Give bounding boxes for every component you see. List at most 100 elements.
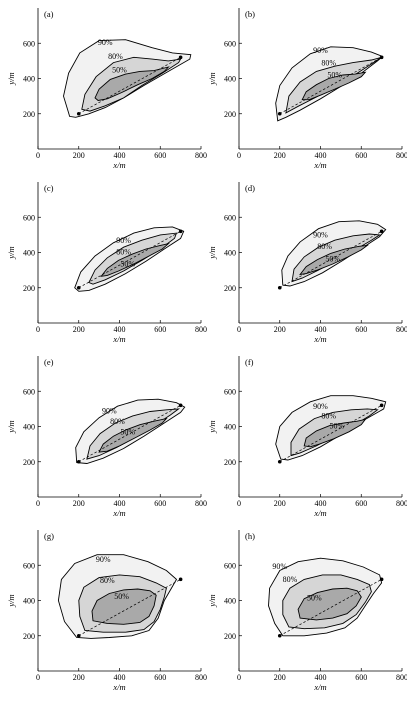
contour-label: 50%	[327, 71, 342, 80]
contour-label: 90%	[313, 46, 328, 55]
contour-label: 90%	[98, 38, 113, 47]
x-tick-label: 400	[114, 673, 126, 682]
y-tick-label: 600	[23, 561, 35, 570]
x-tick-label: 0	[237, 151, 241, 160]
x-tick-label: 0	[36, 673, 40, 682]
start-point-marker	[76, 459, 81, 464]
chart-panel: 90% 80% 50% 0 200 400 600 800 200 400 600 x/m y/m (h)	[207, 530, 407, 692]
x-tick-label: 0	[36, 499, 40, 508]
start-point-marker	[277, 459, 282, 464]
x-tick-label: 800	[195, 151, 207, 160]
plot-area	[268, 557, 384, 638]
panel-label: (a)	[44, 9, 54, 19]
start-point-marker	[277, 111, 282, 116]
contour-label: 50%	[325, 254, 340, 263]
x-tick-label: 200	[73, 325, 85, 334]
x-tick-label: 200	[73, 499, 85, 508]
contour-label: 90%	[116, 236, 131, 245]
x-tick-label: 800	[195, 325, 207, 334]
x-axis-title: x/m	[112, 334, 125, 344]
x-axis-title: x/m	[112, 508, 125, 518]
contour-label: 80%	[110, 417, 125, 426]
end-point-marker	[178, 577, 183, 582]
y-axis-title: y/m	[6, 594, 16, 607]
panel-label: (g)	[44, 531, 54, 541]
contour-region-50	[297, 587, 362, 621]
y-tick-label: 400	[23, 597, 35, 606]
y-tick-label: 400	[23, 423, 35, 432]
x-tick-label: 200	[73, 673, 85, 682]
x-tick-label: 600	[355, 673, 367, 682]
y-tick-label: 200	[23, 458, 35, 467]
contour-label: 80%	[317, 242, 332, 251]
chart-panel: 90% 80% 50% 0 200 400 600 800 200 400 600 x/m y/m (a)	[6, 8, 207, 170]
end-point-marker	[178, 229, 183, 234]
start-point-marker	[76, 285, 81, 290]
end-point-marker	[178, 403, 183, 408]
y-tick-label: 600	[23, 213, 35, 222]
plot-area	[57, 554, 183, 639]
panel-label: (b)	[245, 9, 255, 19]
plot-area	[63, 39, 192, 118]
y-tick-label: 600	[23, 39, 35, 48]
start-point-marker	[76, 633, 81, 638]
y-tick-label: 400	[224, 75, 236, 84]
contour-label: 80%	[108, 52, 123, 61]
plot-area	[74, 226, 185, 292]
contour-label: 90%	[96, 555, 111, 564]
path-line	[279, 231, 382, 289]
contour-label: 90%	[272, 562, 287, 571]
y-tick-label: 600	[224, 39, 236, 48]
y-tick-label: 400	[224, 249, 236, 258]
y-axis-title: y/m	[207, 72, 217, 85]
y-tick-label: 400	[224, 597, 236, 606]
x-tick-label: 400	[114, 151, 126, 160]
panel-label: (f)	[245, 357, 254, 367]
y-axis-title: y/m	[207, 420, 217, 433]
contour-label: 90%	[313, 402, 328, 411]
chart-panel: 90% 80% 50% 0 200 400 600 800 200 400 600 x/m y/m (g)	[6, 530, 207, 692]
x-tick-label: 0	[237, 499, 241, 508]
contour-label: 50%	[120, 260, 135, 269]
y-axis-title: y/m	[207, 594, 217, 607]
path-line	[279, 57, 382, 115]
x-tick-label: 600	[154, 673, 166, 682]
x-tick-label: 200	[73, 151, 85, 160]
y-axis-title: y/m	[207, 246, 217, 259]
y-tick-label: 200	[224, 632, 236, 641]
contour-label: 80%	[321, 412, 336, 421]
x-tick-label: 0	[237, 673, 241, 682]
contour-region-50	[94, 66, 170, 101]
path-line	[78, 231, 181, 289]
plot-area	[277, 220, 387, 290]
contour-region-50	[301, 71, 367, 101]
x-tick-label: 800	[396, 499, 407, 508]
end-point-marker	[379, 577, 384, 582]
x-axis-title: x/m	[112, 160, 125, 170]
contour-label: 50%	[120, 427, 135, 436]
end-point-marker	[379, 403, 384, 408]
y-tick-label: 200	[23, 284, 35, 293]
contour-label: 50%	[307, 594, 322, 603]
path-line	[279, 579, 382, 637]
x-axis-title: x/m	[313, 508, 326, 518]
start-point-marker	[76, 111, 81, 116]
y-tick-label: 200	[23, 632, 35, 641]
chart-panel: 90%80%50% 0 200 400 600 800 200 400 600 x/m y/m (f)	[207, 356, 407, 518]
y-axis-title: y/m	[6, 246, 16, 259]
contour-region-50	[91, 588, 157, 625]
contour-label: 80%	[283, 575, 298, 584]
y-axis-title: y/m	[6, 72, 16, 85]
x-tick-label: 600	[154, 499, 166, 508]
x-tick-label: 200	[274, 499, 286, 508]
x-tick-label: 0	[36, 325, 40, 334]
chart-panel: 90% 80%50% 0 200 400 600 800 200 400 600 x/m y/m (e)	[6, 356, 207, 518]
chart-panel: 90% 80% 50% 0 200 400 600 800 200 400 600 x/m y/m (b)	[207, 8, 407, 170]
x-tick-label: 0	[36, 151, 40, 160]
x-tick-label: 800	[195, 673, 207, 682]
contour-label: 90%	[102, 406, 117, 415]
x-tick-label: 200	[274, 151, 286, 160]
x-tick-label: 600	[355, 325, 367, 334]
path-line	[78, 57, 181, 115]
